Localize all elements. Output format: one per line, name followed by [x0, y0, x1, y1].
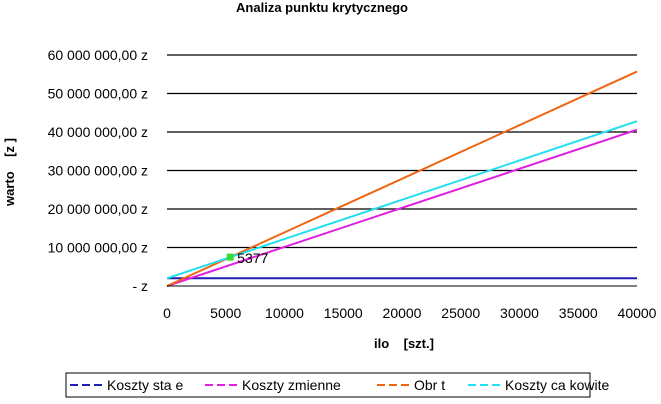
x-tick-label: 40000 — [618, 305, 657, 321]
y-tick-label: 30 000 000,00 z — [48, 163, 148, 179]
y-tick-label: 40 000 000,00 z — [48, 124, 148, 140]
y-axis-label: warto [z ] — [2, 138, 17, 207]
x-tick-label: 0 — [163, 305, 171, 321]
series-lines — [166, 70, 638, 287]
legend-label: Koszty sta e — [107, 377, 183, 393]
y-tick-label: - z — [132, 278, 148, 294]
x-tick-label: 5000 — [210, 305, 241, 321]
legend-label: Koszty zmienne — [242, 377, 341, 393]
legend-label: Koszty ca kowite — [505, 377, 609, 393]
x-tick-label: 15000 — [324, 305, 363, 321]
x-axis-tick-labels: 0 5000 10000 15000 20000 25000 30000 35000 40000 — [163, 305, 657, 321]
x-tick-label: 20000 — [383, 305, 422, 321]
y-tick-label: 50 000 000,00 z — [48, 86, 148, 102]
x-tick-label: 30000 — [500, 305, 539, 321]
series-line-4 — [166, 120, 638, 280]
x-tick-label: 35000 — [559, 305, 598, 321]
break-even-label: 5377 — [237, 250, 268, 266]
chart-title: Analiza punktu krytycznego — [236, 0, 408, 15]
gridlines — [167, 54, 637, 249]
legend-label: Obr t — [414, 377, 445, 393]
y-tick-label: 20 000 000,00 z — [48, 201, 148, 217]
x-tick-label: 10000 — [265, 305, 304, 321]
legend-box — [65, 372, 591, 398]
series-line-2 — [166, 128, 638, 287]
y-axis-tick-labels: - z 10 000 000,00 z 20 000 000,00 z 30 000 … — [48, 47, 148, 294]
y-tick-label: 60 000 000,00 z — [48, 47, 148, 63]
x-axis-label: ilo [szt.] — [374, 336, 434, 351]
y-tick-label: 10 000 000,00 z — [48, 240, 148, 256]
break-even-marker — [226, 253, 234, 261]
legend: Koszty sta e Koszty zmienne Obr t Koszty ca… — [65, 372, 609, 398]
x-tick-label: 25000 — [441, 305, 480, 321]
series-line-3 — [166, 70, 638, 287]
